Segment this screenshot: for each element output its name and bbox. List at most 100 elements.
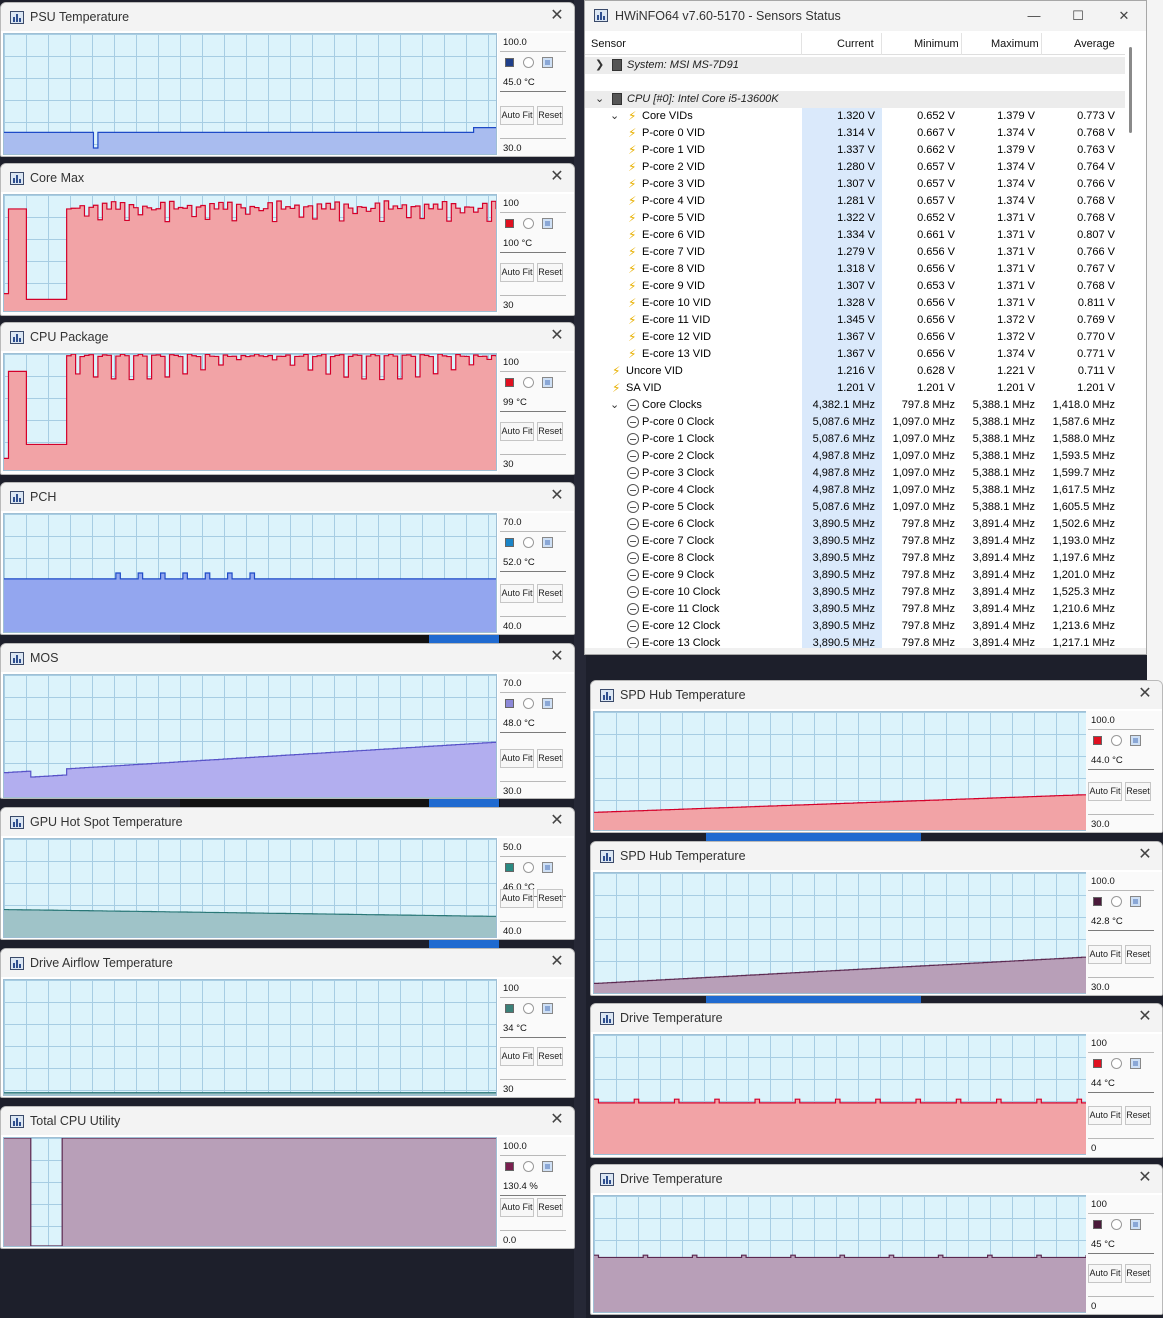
graph-window-mos[interactable]: MOS ✕ 70.0 48.0 °C Auto Fit Reset 30.0 — [0, 643, 575, 799]
reset-button[interactable]: Reset — [537, 263, 563, 282]
auto-fit-button[interactable]: Auto Fit — [1088, 782, 1122, 801]
graph-window-drive-airflow[interactable]: Drive Airflow Temperature ✕ 100 34 °C Au… — [0, 948, 575, 1098]
close-icon[interactable]: ✕ — [550, 487, 564, 504]
auto-fit-button[interactable]: Auto Fit — [500, 1198, 534, 1217]
sensor-row[interactable]: ⚡ E-core 6 VID 1.334 V 0.661 V 1.371 V 0.807 … — [585, 227, 1125, 244]
auto-fit-button[interactable]: Auto Fit — [1088, 1106, 1122, 1125]
auto-fit-button[interactable]: Auto Fit — [500, 263, 534, 282]
graph-titlebar[interactable]: SPD Hub Temperature ✕ — [591, 681, 1162, 709]
reset-button[interactable]: Reset — [537, 1198, 563, 1217]
reset-button[interactable]: Reset — [537, 584, 563, 603]
close-icon[interactable]: ✕ — [550, 648, 564, 665]
graph-radio[interactable] — [523, 57, 534, 68]
sensor-row[interactable]: ⚡ P-core 3 VID 1.307 V 0.657 V 1.374 V 0.766 … — [585, 176, 1125, 193]
graph-color-swatch[interactable] — [505, 58, 514, 67]
sensor-row[interactable]: E-core 7 Clock 3,890.5 MHz 797.8 MHz 3,891.… — [585, 533, 1125, 550]
graph-checkbox[interactable] — [1130, 896, 1141, 907]
sensor-row[interactable]: ⚡ P-core 4 VID 1.281 V 0.657 V 1.374 V 0.768 … — [585, 193, 1125, 210]
auto-fit-button[interactable]: Auto Fit — [500, 422, 534, 441]
graph-window-spd-hub-1[interactable]: SPD Hub Temperature ✕ 100.0 44.0 °C Auto… — [590, 680, 1163, 833]
reset-button[interactable]: Reset — [1125, 782, 1151, 801]
graph-radio[interactable] — [523, 377, 534, 388]
graph-window-psu-temperature[interactable]: PSU Temperature ✕ 100.0 45.0 °C Auto Fit… — [0, 2, 575, 157]
graph-titlebar[interactable]: PCH ✕ — [1, 483, 574, 511]
graph-checkbox[interactable] — [542, 862, 553, 873]
graph-checkbox[interactable] — [542, 377, 553, 388]
column-header-sensor[interactable]: Sensor — [591, 38, 626, 50]
sensor-row[interactable]: ⚡ P-core 1 VID 1.337 V 0.662 V 1.379 V 0.763 … — [585, 142, 1125, 159]
graph-radio[interactable] — [523, 1003, 534, 1014]
sensor-row[interactable]: E-core 9 Clock 3,890.5 MHz 797.8 MHz 3,891.… — [585, 567, 1125, 584]
graph-radio[interactable] — [523, 537, 534, 548]
column-header-maximum[interactable]: Maximum — [991, 38, 1039, 50]
graph-titlebar[interactable]: Total CPU Utility ✕ — [1, 1107, 574, 1135]
sensor-row[interactable]: E-core 6 Clock 3,890.5 MHz 797.8 MHz 3,891.… — [585, 516, 1125, 533]
graph-checkbox[interactable] — [1130, 1219, 1141, 1230]
sensor-row[interactable]: ⚡ E-core 8 VID 1.318 V 0.656 V 1.371 V 0.767 … — [585, 261, 1125, 278]
graph-window-gpu-hotspot[interactable]: GPU Hot Spot Temperature ✕ 50.0 46.0 °C … — [0, 807, 575, 940]
graph-color-swatch[interactable] — [1093, 897, 1102, 906]
graph-radio[interactable] — [523, 218, 534, 229]
column-header-current[interactable]: Current — [837, 38, 874, 50]
graph-radio[interactable] — [523, 862, 534, 873]
graph-color-swatch[interactable] — [505, 219, 514, 228]
column-header-average[interactable]: Average — [1074, 38, 1115, 50]
close-icon[interactable]: ✕ — [550, 1111, 564, 1128]
sensor-row[interactable] — [585, 74, 1125, 91]
graph-window-drive-temperature-2[interactable]: Drive Temperature ✕ 100 45 °C Auto Fit R… — [590, 1164, 1163, 1315]
sensor-row[interactable]: ⚡ SA VID 1.201 V 1.201 V 1.201 V 1.201 V — [585, 380, 1125, 397]
reset-button[interactable]: Reset — [1125, 1264, 1151, 1283]
graph-checkbox[interactable] — [1130, 735, 1141, 746]
reset-button[interactable]: Reset — [537, 889, 563, 908]
sensor-row[interactable]: E-core 11 Clock 3,890.5 MHz 797.8 MHz 3,891… — [585, 601, 1125, 618]
graph-color-swatch[interactable] — [505, 699, 514, 708]
column-header-minimum[interactable]: Minimum — [914, 38, 959, 50]
close-icon[interactable]: ✕ — [550, 953, 564, 970]
auto-fit-button[interactable]: Auto Fit — [500, 584, 534, 603]
sensor-row[interactable]: E-core 12 Clock 3,890.5 MHz 797.8 MHz 3,891… — [585, 618, 1125, 635]
sensor-row[interactable]: ⌄ Core Clocks 4,382.1 MHz 797.8 MHz 5,388.1 … — [585, 397, 1125, 414]
close-icon[interactable]: ✕ — [550, 812, 564, 829]
graph-titlebar[interactable]: Drive Temperature ✕ — [591, 1004, 1162, 1032]
graph-color-swatch[interactable] — [505, 1004, 514, 1013]
maximize-icon[interactable]: ☐ — [1072, 8, 1084, 23]
sensor-row[interactable]: ⚡ E-core 10 VID 1.328 V 0.656 V 1.371 V 0.811… — [585, 295, 1125, 312]
chevron-down-icon[interactable]: ⌄ — [610, 399, 620, 411]
sensor-row[interactable]: P-core 2 Clock 4,987.8 MHz 1,097.0 MHz 5,38… — [585, 448, 1125, 465]
chevron-down-icon[interactable]: ⌄ — [610, 110, 620, 122]
sensor-row[interactable]: E-core 10 Clock 3,890.5 MHz 797.8 MHz 3,891… — [585, 584, 1125, 601]
sensor-group-row[interactable]: ❯ System: MSI MS-7D91 — [585, 57, 1125, 74]
auto-fit-button[interactable]: Auto Fit — [500, 749, 534, 768]
graph-checkbox[interactable] — [542, 1161, 553, 1172]
sensor-row[interactable]: P-core 5 Clock 5,087.6 MHz 1,097.0 MHz 5,38… — [585, 499, 1125, 516]
graph-color-swatch[interactable] — [1093, 736, 1102, 745]
graph-color-swatch[interactable] — [505, 1162, 514, 1171]
graph-radio[interactable] — [1111, 735, 1122, 746]
sensor-row[interactable]: ⚡ E-core 11 VID 1.345 V 0.656 V 1.372 V 0.769… — [585, 312, 1125, 329]
reset-button[interactable]: Reset — [537, 749, 563, 768]
graph-checkbox[interactable] — [542, 218, 553, 229]
sensor-row[interactable]: ⚡ P-core 5 VID 1.322 V 0.652 V 1.371 V 0.768 … — [585, 210, 1125, 227]
sensor-row[interactable]: E-core 13 Clock 3,890.5 MHz 797.8 MHz 3,891… — [585, 635, 1125, 652]
auto-fit-button[interactable]: Auto Fit — [500, 1047, 534, 1066]
sensor-row[interactable]: E-core 8 Clock 3,890.5 MHz 797.8 MHz 3,891.… — [585, 550, 1125, 567]
auto-fit-button[interactable]: Auto Fit — [500, 889, 534, 908]
graph-checkbox[interactable] — [1130, 1058, 1141, 1069]
graph-titlebar[interactable]: SPD Hub Temperature ✕ — [591, 842, 1162, 870]
graph-window-spd-hub-2[interactable]: SPD Hub Temperature ✕ 100.0 42.8 °C Auto… — [590, 841, 1163, 996]
sensor-row[interactable]: ⚡ P-core 0 VID 1.314 V 0.667 V 1.374 V 0.768 … — [585, 125, 1125, 142]
auto-fit-button[interactable]: Auto Fit — [500, 106, 534, 125]
hwinfo-titlebar[interactable]: HWiNFO64 v7.60-5170 - Sensors Status — ☐… — [585, 1, 1146, 31]
graph-titlebar[interactable]: MOS ✕ — [1, 644, 574, 672]
graph-color-swatch[interactable] — [1093, 1220, 1102, 1229]
reset-button[interactable]: Reset — [537, 106, 563, 125]
close-icon[interactable]: ✕ — [1138, 1169, 1152, 1186]
sensor-row[interactable]: P-core 1 Clock 5,087.6 MHz 1,097.0 MHz 5,38… — [585, 431, 1125, 448]
close-icon[interactable]: ✕ — [1138, 685, 1152, 702]
graph-checkbox[interactable] — [542, 1003, 553, 1014]
chevron-right-icon[interactable]: ❯ — [595, 59, 605, 71]
sensor-row[interactable]: P-core 3 Clock 4,987.8 MHz 1,097.0 MHz 5,38… — [585, 465, 1125, 482]
minimize-icon[interactable]: — — [1027, 8, 1041, 23]
close-icon[interactable]: ✕ — [1138, 846, 1152, 863]
reset-button[interactable]: Reset — [1125, 945, 1151, 964]
